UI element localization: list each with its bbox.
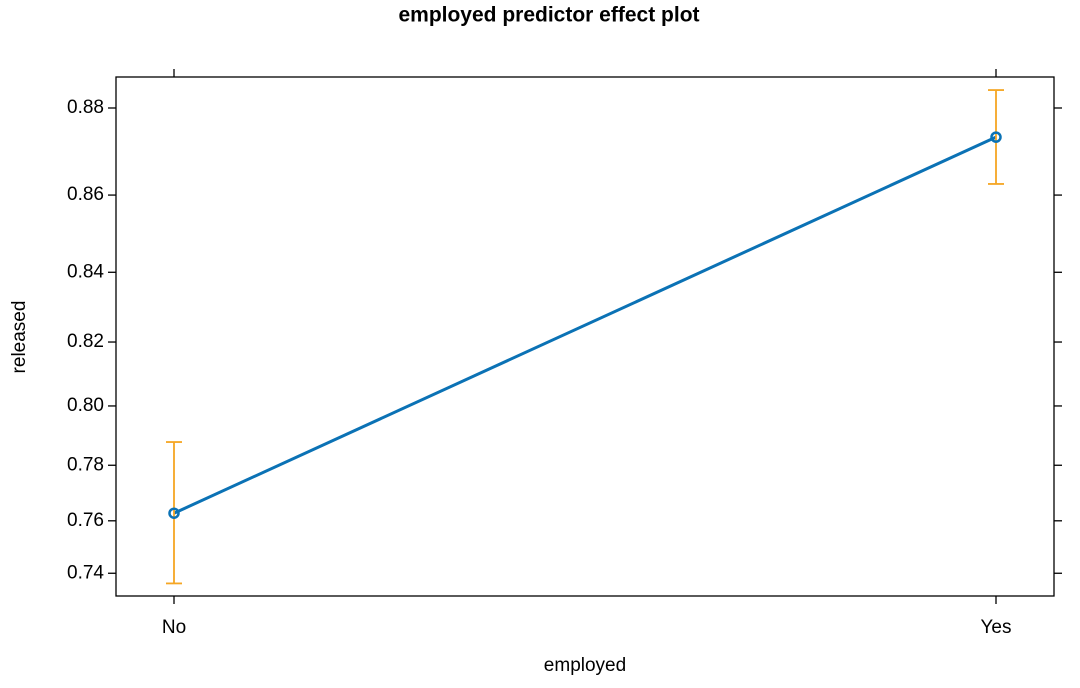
y-tick-label: 0.76 [67,510,104,531]
x-tick-label: Yes [981,617,1012,638]
x-tick-label: No [162,617,186,638]
plot-frame [115,76,1055,597]
y-tick-label: 0.80 [67,395,104,416]
chart-title: employed predictor effect plot [398,4,699,27]
point [168,507,180,519]
y-tick-label: 0.84 [67,261,104,282]
y-tick-label: 0.82 [67,331,104,352]
y-tick-label: 0.86 [67,184,104,205]
x-axis-label: employed [544,655,626,676]
y-axis-label: released [9,301,30,374]
y-tick-label: 0.88 [67,97,104,118]
y-tick-label: 0.78 [67,454,104,475]
point [990,131,1002,143]
effect-line [173,135,997,515]
y-tick-label: 0.74 [67,562,104,583]
